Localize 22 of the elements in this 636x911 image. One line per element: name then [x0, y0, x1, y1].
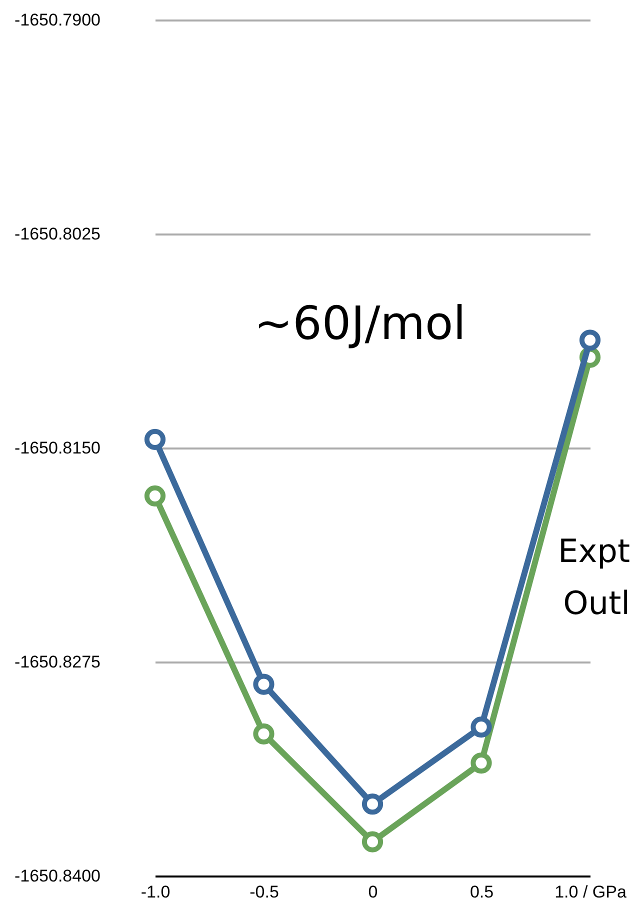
point [362, 831, 384, 852]
point [470, 716, 492, 738]
annotation: ~60J/mol [254, 296, 466, 350]
y-tick-label: -1650.8150 [14, 438, 100, 458]
x-tick-label: -1.0 [140, 882, 170, 902]
point [362, 794, 384, 815]
point [253, 674, 274, 695]
x-tick-label: 0.5 [470, 882, 494, 902]
x-tick-label: 0 [368, 882, 378, 902]
point [144, 485, 166, 506]
point [253, 723, 274, 744]
x-tick-label: 1.0 / GPa [554, 882, 627, 902]
y-tick-label: -1650.8400 [14, 866, 100, 886]
y-tick-label: -1650.8025 [14, 224, 100, 244]
annotation: Expt [558, 532, 630, 570]
point [470, 752, 492, 774]
y-tick-label: -1650.7900 [14, 10, 100, 30]
annotation: Outl [563, 584, 630, 622]
x-tick-label: -0.5 [250, 882, 279, 902]
y-tick-label: -1650.8275 [14, 652, 100, 672]
point [579, 330, 601, 351]
point [144, 428, 166, 450]
